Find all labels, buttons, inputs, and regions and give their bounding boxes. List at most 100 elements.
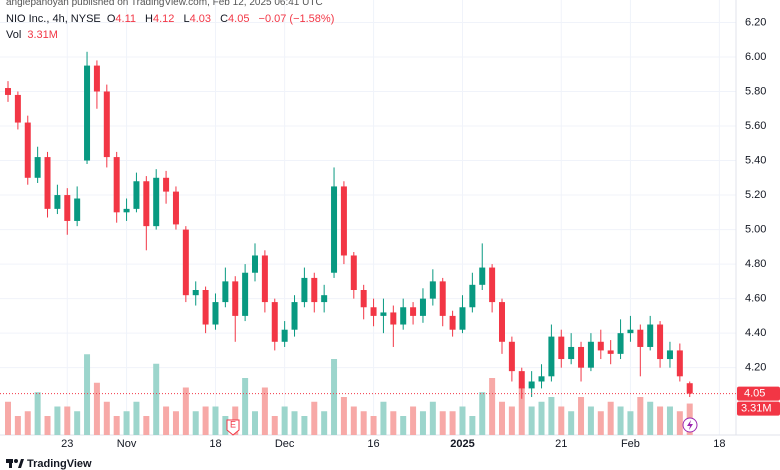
volume-bar — [449, 411, 456, 435]
earnings-label: E — [230, 419, 236, 429]
candle-body — [222, 281, 229, 303]
candle-body — [380, 312, 387, 316]
volume-bar — [252, 411, 258, 435]
volume-bar — [340, 397, 347, 435]
candle-body — [439, 281, 446, 316]
earnings-badge — [226, 419, 240, 436]
label: C — [220, 13, 229, 25]
candle-body — [311, 277, 318, 303]
candle-body — [84, 65, 91, 161]
volume-bar — [489, 378, 496, 435]
event-icon-bolt — [687, 420, 693, 430]
volume-row: Vol 3.31M — [6, 29, 61, 41]
candle-body — [637, 329, 644, 347]
x-tick-label: 16 — [367, 438, 379, 450]
volume-bar — [350, 406, 357, 435]
footer-brand: TradingView — [27, 458, 92, 470]
candle-body — [548, 336, 555, 377]
volume-bar — [222, 416, 229, 435]
candle-body — [153, 177, 160, 227]
last-price-label: 4.05 — [744, 387, 765, 399]
volume-bar — [518, 387, 525, 435]
x-tick-label: Nov — [117, 438, 137, 450]
volume-bar — [281, 406, 288, 435]
volume-bar — [479, 392, 486, 435]
value: 4.11 — [115, 13, 136, 25]
candle-body — [261, 255, 268, 303]
candle-body — [143, 181, 150, 227]
label: O — [106, 13, 116, 25]
candle-body — [627, 329, 634, 334]
candle-body — [331, 186, 338, 273]
volume-bar — [400, 416, 407, 435]
candle-body — [24, 122, 31, 178]
earnings-marker: E — [226, 419, 240, 436]
value: 4.03 — [189, 13, 212, 25]
volume-bar — [331, 359, 338, 435]
grid — [0, 0, 736, 435]
volume-bar — [54, 406, 61, 435]
candle-body — [647, 324, 654, 347]
volume-bar — [301, 416, 308, 435]
candle-body — [429, 281, 436, 299]
volume-bar — [617, 406, 624, 435]
y-tick-label: 5.20 — [745, 189, 766, 201]
value: 4.05 — [228, 13, 250, 25]
candle-body — [74, 198, 81, 221]
volume-bar — [419, 411, 426, 435]
volume-bar — [429, 401, 436, 435]
volume-bar — [123, 411, 130, 435]
candle-body — [657, 324, 664, 360]
x-tick-label: 18 — [713, 438, 725, 450]
volume-bar — [113, 416, 120, 435]
candle-body — [459, 307, 466, 330]
x-tick-label: Dec — [275, 438, 295, 450]
volume-bar — [202, 406, 209, 435]
candle-body — [518, 371, 525, 389]
candle-body — [192, 290, 199, 296]
volume-bar — [508, 406, 515, 435]
candle-body — [113, 157, 120, 213]
y-tick-label: 5.80 — [745, 85, 766, 97]
candle-body — [419, 298, 426, 316]
candle-body — [5, 88, 11, 95]
label: L — [183, 13, 190, 25]
volume-bar — [528, 406, 535, 435]
legend-row: NIO Inc., 4h, NYSE O4.11 H4.12 L4.03 C4.… — [6, 13, 337, 25]
y-tick-label: 6.20 — [745, 16, 766, 28]
volume-bar — [153, 363, 160, 435]
volume-bar — [578, 397, 585, 435]
volume-bar — [24, 411, 31, 435]
volume-bar — [44, 416, 51, 435]
volume-tag — [737, 401, 780, 416]
volume-bar — [390, 411, 397, 435]
y-tick-label: 4.80 — [745, 258, 766, 270]
x-tick-label: 23 — [61, 438, 73, 450]
candle-body — [568, 346, 575, 360]
volume-bar — [172, 411, 179, 435]
volume-bar — [410, 406, 417, 435]
volume-bar — [499, 401, 505, 435]
x-tick-label: Feb — [621, 438, 640, 450]
candle-body — [301, 277, 308, 303]
candle-body — [212, 302, 219, 325]
volume-bar — [261, 387, 268, 435]
candle-body — [489, 267, 496, 303]
volume-bar — [271, 416, 278, 435]
volume-bar — [74, 411, 81, 435]
candle-body — [34, 157, 41, 178]
volume-bars — [5, 354, 693, 435]
candle-body — [479, 267, 486, 285]
candle-body — [321, 295, 328, 303]
y-tick-label: 4.20 — [745, 362, 766, 374]
candle-body — [133, 181, 140, 209]
candle-body — [44, 157, 51, 209]
volume-bar — [163, 406, 170, 435]
volume-bar — [242, 378, 249, 435]
volume-bar — [5, 401, 11, 435]
volume-bar — [370, 416, 377, 435]
ohlc-c: C4.05 — [220, 13, 252, 25]
credit: anglepanoyan published on TradingView.co… — [6, 0, 323, 8]
volume-bar — [538, 401, 545, 435]
